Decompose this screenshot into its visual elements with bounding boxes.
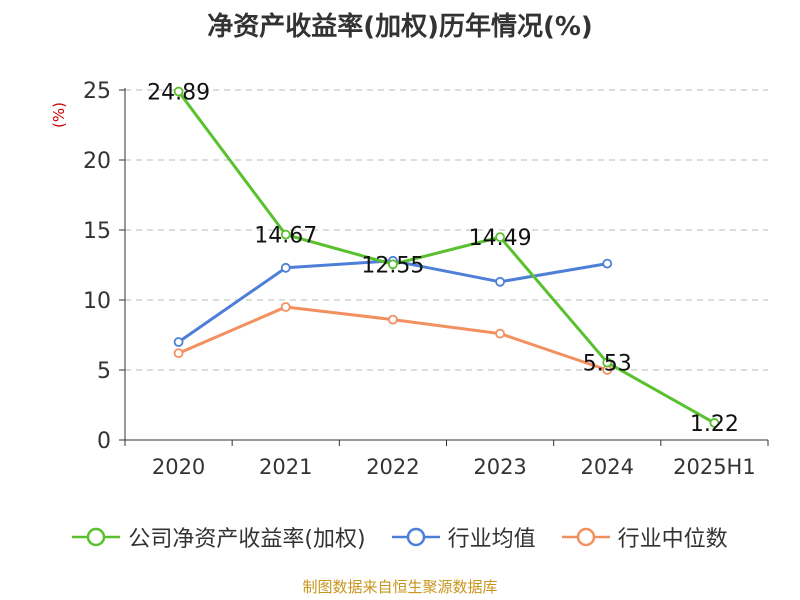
- data-label: 1.22: [690, 412, 739, 437]
- legend-label: 公司净资产收益率(加权): [128, 527, 366, 552]
- y-tick-label: 0: [97, 429, 111, 454]
- x-tick-label: 2023: [473, 455, 526, 479]
- data-point: [280, 262, 291, 273]
- data-point: [709, 418, 720, 428]
- y-tick-label: 20: [83, 149, 111, 174]
- data-source-note: 制图数据来自恒生聚源数据库: [302, 578, 498, 596]
- grid-lines: [125, 89, 768, 371]
- y-tick-label: 10: [83, 289, 111, 314]
- data-label: 14.49: [469, 226, 532, 251]
- data-point: [602, 357, 613, 368]
- x-tick-label: 2021: [259, 455, 312, 479]
- data-labels: 24.89 14.67 12.55 14.49 5.53 1.22: [147, 81, 739, 437]
- data-point: [495, 328, 505, 339]
- legend-item-company[interactable]: 公司净资产收益率(加权): [72, 521, 366, 553]
- data-point: [388, 314, 398, 325]
- legend-line-circle-icon: [72, 527, 121, 547]
- chart-title: 净资产收益率(加权)历年情况(%): [207, 12, 593, 42]
- data-point: [602, 258, 613, 269]
- data-point: [173, 348, 184, 359]
- series-line: [177, 90, 716, 425]
- data-point: [388, 259, 398, 270]
- data-point: [173, 337, 184, 347]
- series-lines: [173, 86, 720, 428]
- data-label: 14.67: [254, 224, 317, 249]
- axes: 0 5 10 15 20 25 2020 2021 2022 2023 2024 2025H1: [83, 79, 769, 479]
- data-point: [173, 86, 184, 97]
- legend-line-circle-icon: [561, 527, 610, 547]
- y-tick-label: 25: [83, 79, 111, 104]
- x-tick-label: 2022: [366, 455, 419, 479]
- data-label: 24.89: [147, 81, 210, 106]
- legend-line-circle-icon: [391, 527, 440, 547]
- x-tick-label: 2025H1: [673, 455, 756, 479]
- legend-label: 行业中位数: [617, 527, 728, 552]
- data-label: 5.53: [583, 352, 632, 377]
- x-tick-label: 2020: [152, 455, 205, 479]
- data-point: [280, 229, 291, 240]
- y-tick-label: 5: [97, 359, 111, 384]
- legend-label: 行业均值: [447, 527, 536, 552]
- data-point: [280, 302, 291, 312]
- x-tick-label: 2024: [581, 455, 634, 479]
- legend-item-industry-mean[interactable]: 行业均值: [391, 521, 536, 553]
- data-point: [495, 232, 505, 243]
- data-point: [495, 276, 505, 287]
- legend-item-industry-median[interactable]: 行业中位数: [561, 521, 728, 553]
- y-tick-label: 15: [83, 219, 111, 244]
- data-label: 12.55: [361, 253, 424, 278]
- legend: 公司净资产收益率(加权) 行业均值 行业中位数: [0, 520, 800, 554]
- line-chart: 0 5 10 15 20 25 2020 2021 2022 2023 2024 2025H1 24.…: [83, 79, 769, 479]
